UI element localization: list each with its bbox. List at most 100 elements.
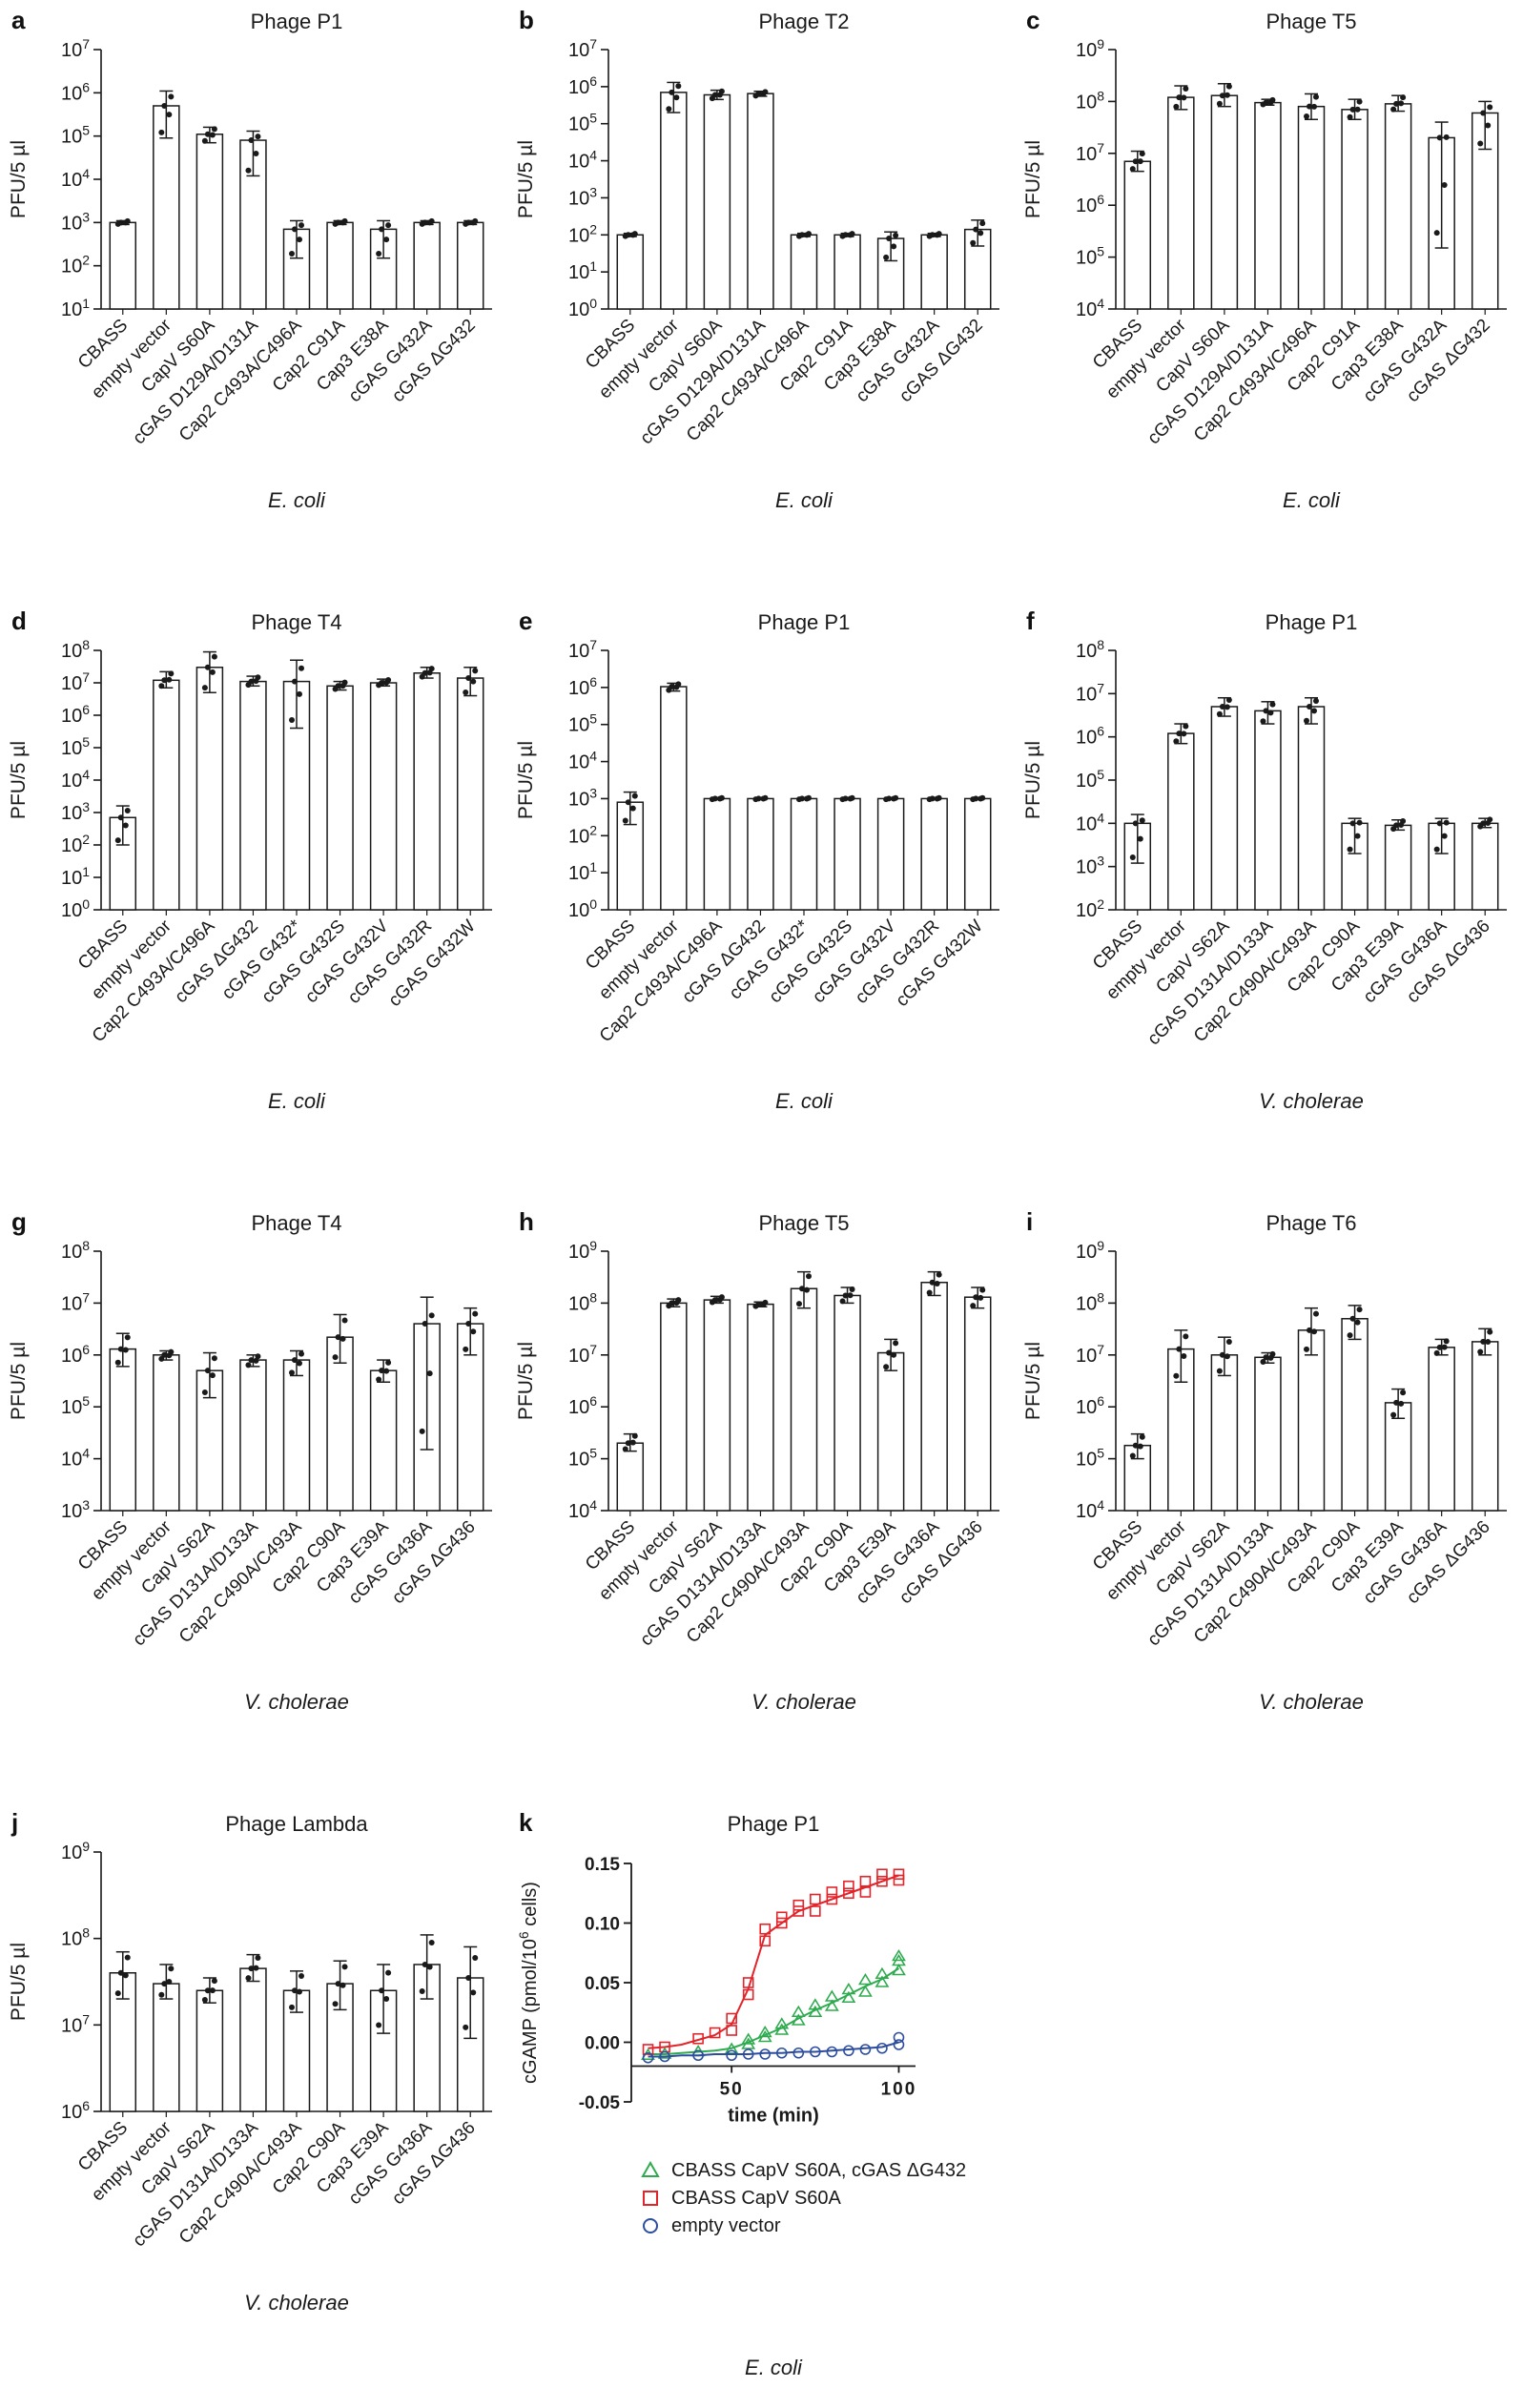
bar xyxy=(834,1294,861,1512)
data-point xyxy=(465,1321,472,1327)
bar xyxy=(1341,109,1369,310)
circle-marker-icon xyxy=(726,2049,737,2062)
series-line xyxy=(648,1967,900,2055)
data-point xyxy=(1139,151,1145,157)
triangle-marker-icon xyxy=(808,1998,823,2010)
data-point xyxy=(379,1368,385,1374)
data-point xyxy=(379,226,385,233)
data-point xyxy=(428,217,435,224)
data-point xyxy=(422,1961,428,1967)
data-point xyxy=(762,1299,769,1306)
data-point xyxy=(292,678,298,685)
data-point xyxy=(1224,704,1230,710)
bar xyxy=(109,221,137,310)
data-point xyxy=(1356,98,1363,105)
data-point xyxy=(114,1990,121,1997)
species-label: V. cholerae xyxy=(1259,1690,1364,1714)
y-tick-label: 105 xyxy=(568,111,597,135)
data-point xyxy=(124,1954,131,1961)
data-point xyxy=(675,1297,682,1304)
bar xyxy=(413,672,441,911)
y-tick-label: 104 xyxy=(61,166,90,191)
data-point xyxy=(979,794,986,801)
data-point xyxy=(298,1350,304,1357)
data-point xyxy=(1349,1315,1356,1322)
data-point xyxy=(806,231,812,237)
data-point xyxy=(426,1370,433,1377)
data-point xyxy=(1225,83,1232,90)
data-point xyxy=(463,1346,469,1352)
data-point xyxy=(422,669,428,676)
data-point xyxy=(755,795,762,802)
y-tick-label: 106 xyxy=(61,702,90,727)
data-point xyxy=(211,1978,217,1985)
data-point xyxy=(426,1964,433,1970)
square-marker-icon xyxy=(643,2191,658,2206)
bar xyxy=(1254,101,1282,310)
data-point xyxy=(883,1364,890,1370)
bar xyxy=(1254,1356,1282,1512)
data-point xyxy=(422,219,428,226)
data-point xyxy=(209,669,216,675)
bar xyxy=(876,1351,905,1512)
data-point xyxy=(297,1360,302,1367)
x-axis-label: time (min) xyxy=(728,2106,819,2127)
data-point xyxy=(806,794,812,801)
panel-title: Phage P1 xyxy=(1266,610,1358,634)
data-point xyxy=(1263,1354,1269,1361)
species-label: E. coli xyxy=(775,1089,834,1113)
y-tick-label: 108 xyxy=(568,1289,597,1314)
bar xyxy=(1210,94,1239,310)
panel-letter: j xyxy=(11,1808,19,1837)
data-point xyxy=(806,1273,812,1280)
data-point xyxy=(428,1939,435,1945)
data-point xyxy=(718,794,725,801)
data-point xyxy=(1132,158,1139,165)
circle-marker-icon xyxy=(893,2039,905,2050)
bar xyxy=(834,234,861,310)
data-point xyxy=(385,1969,392,1976)
y-tick-label: 109 xyxy=(568,1238,597,1263)
data-point xyxy=(332,1354,339,1361)
y-tick-label: 0.10 xyxy=(585,1915,620,1935)
panel-title: Phage T4 xyxy=(251,1211,341,1235)
y-axis-label: PFU/5 µl xyxy=(515,140,537,218)
panel-title: Phage T5 xyxy=(1266,10,1356,33)
data-point xyxy=(297,237,302,243)
bar xyxy=(660,92,688,310)
data-point xyxy=(631,1432,638,1439)
y-tick-label: 108 xyxy=(61,637,90,662)
data-point xyxy=(168,670,175,677)
y-tick-label: 103 xyxy=(61,1497,90,1522)
data-point xyxy=(1176,1346,1183,1352)
y-tick-label: 106 xyxy=(1076,1393,1104,1418)
panel-letter: f xyxy=(1026,607,1035,635)
square-marker-icon xyxy=(742,1977,754,1988)
data-point xyxy=(1181,1353,1187,1360)
data-point xyxy=(1485,1339,1492,1346)
data-point xyxy=(1224,1353,1230,1360)
circle-marker-icon xyxy=(759,2048,772,2060)
triangle-marker-icon xyxy=(757,2025,772,2038)
y-tick-label: 105 xyxy=(61,123,90,148)
data-point xyxy=(1477,1348,1484,1355)
data-point xyxy=(625,799,631,806)
data-point xyxy=(1487,816,1493,823)
data-point xyxy=(158,1355,165,1362)
data-point xyxy=(122,822,129,829)
data-point xyxy=(625,1440,631,1447)
species-label: E. coli xyxy=(745,2356,803,2379)
data-point xyxy=(891,1351,897,1358)
bar xyxy=(1297,706,1326,911)
data-point xyxy=(936,231,942,237)
bar xyxy=(239,1967,267,2112)
square-marker-icon xyxy=(810,1905,821,1917)
data-point xyxy=(470,1328,477,1335)
data-point xyxy=(204,1987,211,1994)
circle-marker-icon xyxy=(742,2048,754,2060)
square-marker-icon xyxy=(826,1886,838,1898)
data-point xyxy=(419,1987,425,1994)
data-point xyxy=(465,1975,472,1982)
